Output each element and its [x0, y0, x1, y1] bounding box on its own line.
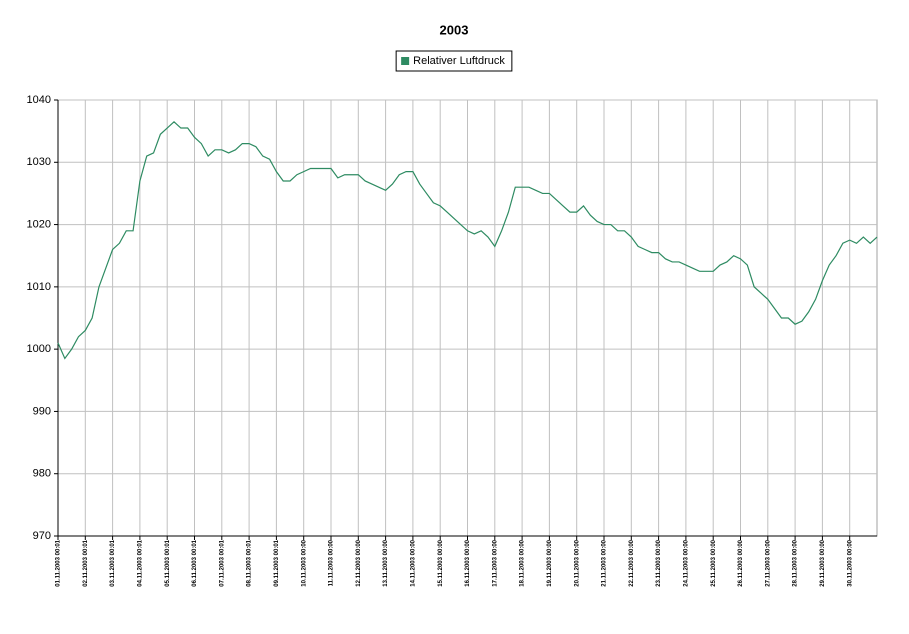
- x-tick-label: 22.11.2003 00:00: [629, 539, 635, 586]
- x-tick-label: 16.11.2003 00:00: [465, 539, 471, 586]
- x-tick-label: 09.11.2003 00:01: [274, 539, 280, 586]
- line-series: [57, 120, 878, 360]
- x-tick-label: 15.11.2003 00:00: [438, 539, 444, 586]
- x-tick-label: 24.11.2003 00:00: [683, 539, 689, 586]
- x-tick-label: 26.11.2003 00:00: [738, 539, 744, 586]
- x-tick-label: 19.11.2003 00:00: [547, 539, 553, 586]
- legend-swatch: [401, 57, 410, 65]
- y-tick-label: 980: [33, 468, 51, 480]
- x-tick-label: 04.11.2003 00:01: [137, 539, 143, 586]
- x-tick-label: 01.11.2003 00:01: [56, 539, 62, 586]
- x-tick-label: 17.11.2003 00:00: [492, 539, 498, 586]
- y-tick-label: 1030: [27, 156, 51, 168]
- x-tick-label: 06.11.2003 00:01: [192, 539, 198, 586]
- x-tick-label: 23.11.2003 00:00: [656, 539, 662, 586]
- x-tick-label: 05.11.2003 00:01: [165, 539, 171, 586]
- x-tick-label: 03.11.2003 00:01: [110, 539, 116, 586]
- x-tick-label: 27.11.2003 00:00: [765, 539, 771, 586]
- x-tick-label: 21.11.2003 00:00: [602, 539, 608, 586]
- x-tick-label: 30.11.2003 00:00: [847, 539, 853, 586]
- y-tick-label: 1040: [27, 94, 51, 106]
- x-tick-label: 02.11.2003 00:01: [83, 539, 89, 586]
- y-tick-label: 990: [33, 405, 51, 417]
- chart-title: 2003: [440, 22, 469, 37]
- x-tick-label: 08.11.2003 00:01: [247, 539, 253, 586]
- x-tick-label: 25.11.2003 00:00: [711, 539, 717, 586]
- y-tick-label: 1020: [27, 218, 51, 230]
- y-tick-label: 970: [33, 530, 51, 542]
- x-tick-label: 28.11.2003 00:00: [793, 539, 799, 586]
- x-tick-label: 13.11.2003 00:00: [383, 539, 389, 586]
- y-tick-label: 1010: [27, 281, 51, 293]
- x-tick-label: 12.11.2003 00:00: [356, 539, 362, 586]
- legend-label: Relativer Luftdruck: [413, 55, 505, 67]
- x-tick-label: 18.11.2003 00:00: [520, 539, 526, 586]
- y-tick-label: 1000: [27, 343, 51, 355]
- x-tick-label: 29.11.2003 00:00: [820, 539, 826, 586]
- x-tick-label: 07.11.2003 00:01: [219, 539, 225, 586]
- x-tick-label: 14.11.2003 00:00: [410, 539, 416, 586]
- legend: Relativer Luftdruck: [395, 50, 513, 72]
- legend-box: [395, 50, 513, 72]
- x-tick-label: 10.11.2003 00:00: [301, 539, 307, 586]
- x-tick-label: 11.11.2003 00:00: [329, 539, 335, 586]
- x-tick-label: 20.11.2003 00:00: [574, 539, 580, 586]
